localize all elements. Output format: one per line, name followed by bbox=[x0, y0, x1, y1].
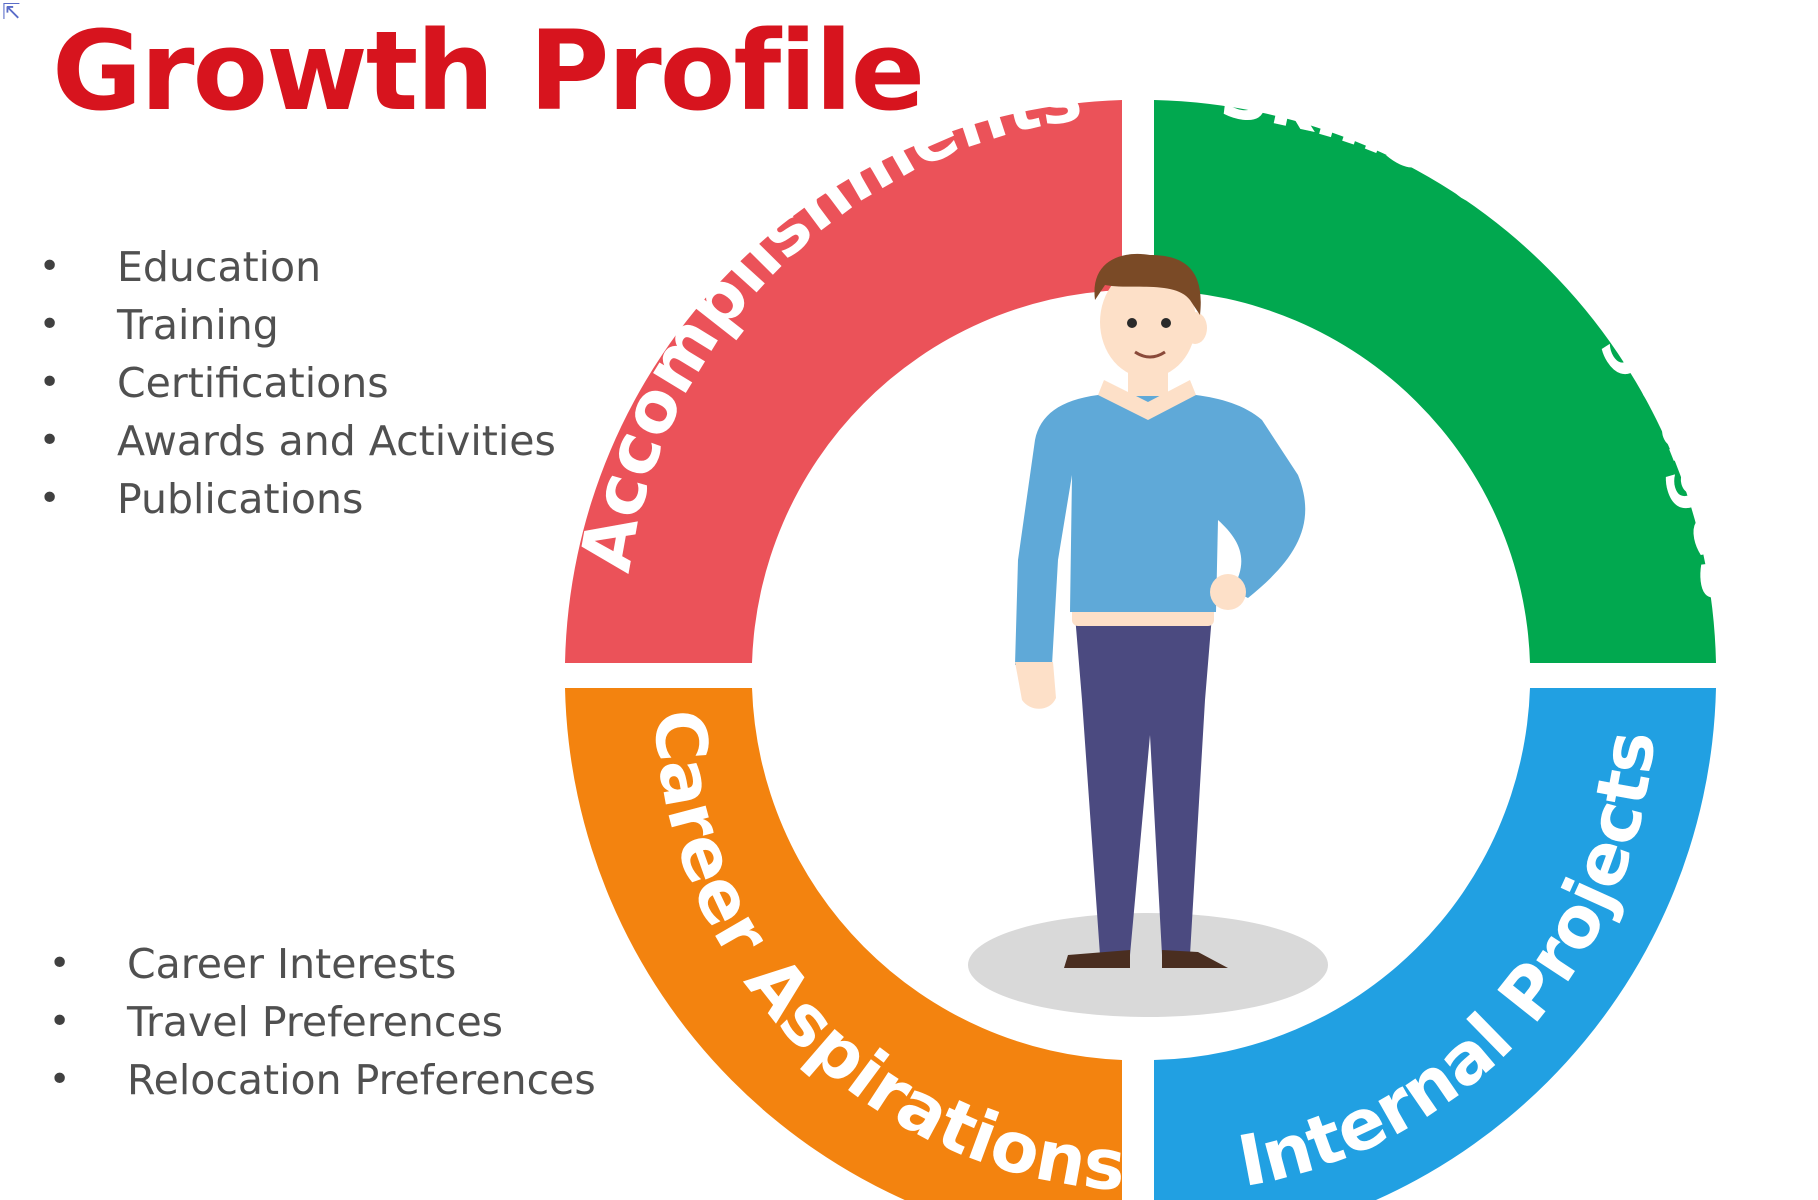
segment-internal-projects bbox=[1154, 688, 1716, 1200]
list-item: • Certifications bbox=[39, 354, 556, 412]
bullet-icon: • bbox=[49, 1001, 71, 1042]
bullet-icon: • bbox=[49, 943, 71, 984]
bullet-icon: • bbox=[39, 420, 61, 461]
floor-shadow bbox=[968, 913, 1328, 1017]
left-hand bbox=[1015, 662, 1056, 709]
cursor-icon: ⇱ bbox=[2, 0, 21, 25]
mouth bbox=[1134, 350, 1166, 359]
right-hand bbox=[1210, 574, 1246, 610]
list-item: • Awards and Activities bbox=[39, 412, 556, 470]
pants bbox=[1075, 615, 1212, 955]
segment-accomplishments bbox=[565, 100, 1122, 663]
head bbox=[1100, 266, 1196, 378]
list-item: • Training bbox=[39, 296, 556, 354]
segment-career-aspirations bbox=[565, 688, 1122, 1200]
person-figure bbox=[968, 253, 1328, 1017]
page-title: Growth Profile bbox=[52, 7, 925, 135]
list-item: • Relocation Preferences bbox=[49, 1051, 596, 1109]
bullet-icon: • bbox=[39, 246, 61, 287]
list-item: • Publications bbox=[39, 470, 556, 528]
bullet-icon: • bbox=[39, 304, 61, 345]
ear bbox=[1183, 312, 1207, 344]
bullet-icon: • bbox=[49, 1059, 71, 1100]
list-item: • Education bbox=[39, 238, 556, 296]
hair bbox=[1094, 253, 1201, 315]
bullet-icon: • bbox=[39, 478, 61, 519]
collar bbox=[1098, 380, 1196, 420]
segment-skills-languages bbox=[1154, 100, 1716, 663]
left-eye bbox=[1127, 318, 1137, 328]
list-item: • Travel Preferences bbox=[49, 993, 596, 1051]
right-eye bbox=[1161, 318, 1171, 328]
list-item: • Career Interests bbox=[49, 935, 596, 993]
bullet-icon: • bbox=[39, 362, 61, 403]
career-bullet-list: • Career Interests • Travel Preferences • R… bbox=[49, 935, 596, 1109]
right-shoe bbox=[1162, 950, 1228, 968]
accomplishments-bullet-list: • Education • Training • Certifications • Aw… bbox=[39, 238, 556, 528]
shirt bbox=[1015, 395, 1306, 665]
left-shoe bbox=[1064, 950, 1130, 968]
